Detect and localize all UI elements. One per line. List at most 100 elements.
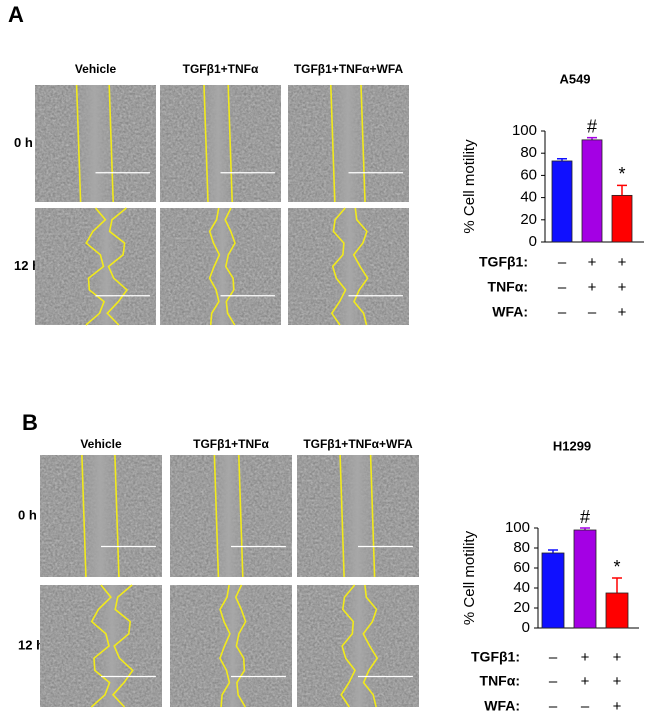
wound-gap: [206, 208, 239, 325]
wound-edge: [114, 454, 120, 578]
wound-edge: [369, 454, 376, 578]
wound-edge: [208, 207, 221, 326]
wound-edge: [330, 207, 347, 326]
wound-edge: [108, 84, 114, 203]
condition-label: TGFβ1:: [479, 254, 528, 270]
wound-edge: [90, 584, 112, 708]
wound-edge: [213, 454, 220, 578]
condition-mark: –: [549, 673, 558, 690]
micrograph: [288, 84, 409, 203]
significance-mark: *: [613, 557, 620, 577]
significance-mark: #: [587, 116, 597, 136]
micrograph: [40, 454, 162, 578]
panel-label: A: [8, 2, 24, 27]
panel-label: B: [22, 410, 38, 435]
micrograph: [35, 207, 156, 326]
wound-edge: [106, 207, 129, 326]
y-tick-label: 40: [520, 189, 537, 206]
column-label: TGFβ1+TNFα+WFA: [303, 437, 413, 451]
y-tick-label: 0: [529, 233, 537, 250]
condition-mark: –: [549, 698, 558, 715]
micrograph: [40, 584, 162, 708]
condition-mark: +: [618, 304, 627, 321]
micrograph: [35, 84, 156, 203]
wound-edge: [219, 584, 231, 708]
condition-mark: –: [549, 649, 558, 666]
condition-mark: –: [588, 304, 597, 321]
wound-edge: [340, 584, 356, 708]
condition-label: WFA:: [492, 304, 528, 320]
bar: [605, 592, 629, 629]
wound-edge: [75, 84, 82, 203]
column-label: Vehicle: [75, 62, 117, 76]
wound-edge: [238, 454, 244, 578]
y-tick-label: 100: [505, 519, 530, 536]
bar: [541, 552, 565, 629]
wound-edge: [203, 84, 209, 203]
condition-mark: –: [558, 304, 567, 321]
y-tick-label: 80: [520, 144, 537, 161]
condition-mark: –: [558, 254, 567, 271]
column-label: Vehicle: [80, 437, 122, 451]
bar: [551, 160, 573, 243]
significance-mark: *: [618, 164, 625, 184]
condition-mark: –: [558, 279, 567, 296]
condition-mark: +: [581, 649, 590, 666]
y-tick-label: 100: [512, 122, 537, 139]
column-label: TGFβ1+TNFα+WFA: [294, 62, 404, 76]
wound-edge: [227, 84, 233, 203]
y-tick-label: 60: [513, 559, 530, 576]
bar: [573, 529, 597, 629]
condition-mark: +: [618, 254, 627, 271]
micrograph: [297, 584, 419, 708]
y-tick-label: 80: [513, 539, 530, 556]
significance-mark: #: [580, 507, 590, 527]
condition-label: TNFα:: [488, 279, 528, 295]
micrograph: [160, 207, 281, 326]
row-label: 0 h: [14, 135, 33, 150]
column-label: TGFβ1+TNFα: [193, 437, 269, 451]
y-tick-label: 20: [513, 599, 530, 616]
condition-label: TNFα:: [480, 673, 520, 689]
condition-mark: +: [613, 698, 622, 715]
wound-edge: [339, 454, 345, 578]
condition-label: WFA:: [484, 698, 520, 714]
condition-mark: –: [581, 698, 590, 715]
wound-edge: [111, 584, 134, 708]
y-axis-label: % Cell motility: [461, 530, 478, 625]
micrograph: [160, 84, 281, 203]
wound-edge: [352, 207, 369, 326]
y-axis-label: % Cell motility: [461, 139, 478, 234]
bar: [581, 139, 603, 243]
wound-gap: [93, 585, 131, 707]
wound-edge: [360, 84, 366, 203]
wound-edge: [224, 207, 236, 326]
wound-edge: [234, 584, 247, 708]
bar: [611, 194, 633, 243]
wound-edge: [330, 84, 336, 203]
micrograph: [170, 584, 292, 708]
y-tick-label: 60: [520, 166, 537, 183]
chart-title: A549: [559, 71, 590, 86]
condition-mark: +: [588, 254, 597, 271]
condition-label: TGFβ1:: [471, 649, 520, 665]
condition-mark: +: [613, 673, 622, 690]
wound-edge: [85, 207, 107, 326]
row-label: 12 h: [18, 637, 44, 652]
chart-title: H1299: [553, 438, 591, 453]
micrograph: [288, 207, 409, 326]
row-label: 0 h: [18, 507, 37, 522]
condition-mark: +: [613, 649, 622, 666]
micrograph: [297, 454, 419, 578]
wound-gap: [87, 208, 126, 325]
wound-edge: [81, 454, 87, 578]
wound-edge: [362, 584, 379, 708]
condition-mark: +: [588, 279, 597, 296]
column-label: TGFβ1+TNFα: [183, 62, 259, 76]
y-tick-label: 40: [513, 579, 530, 596]
condition-mark: +: [581, 673, 590, 690]
micrograph: [170, 454, 292, 578]
wound-gap: [216, 585, 249, 707]
y-tick-label: 20: [520, 211, 537, 228]
